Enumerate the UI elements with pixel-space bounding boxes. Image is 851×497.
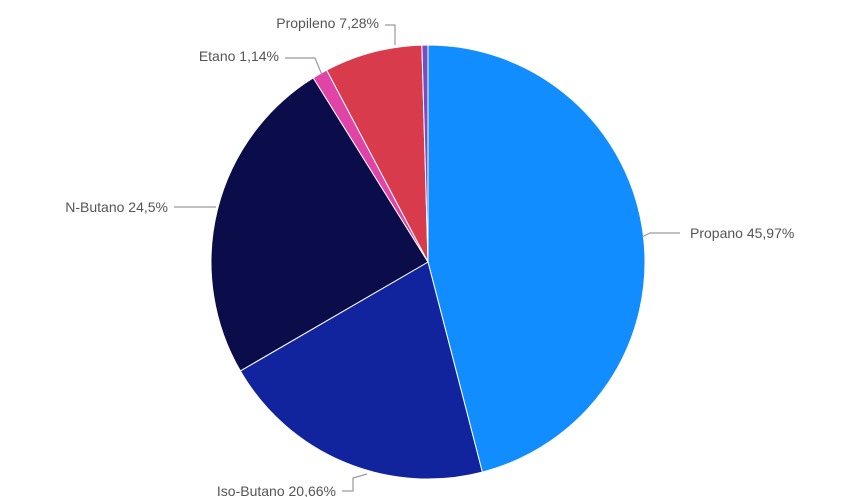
data-label: Etano 1,14%: [199, 48, 279, 64]
pie-labels: Propano 45,97% Iso-Butano 20,66% N-Butano …: [65, 15, 794, 497]
data-label: N-Butano 24,5%: [65, 199, 168, 215]
pie-slice-iso-butano[interactable]: [239, 261, 483, 480]
pie-slice-other[interactable]: [421, 44, 429, 263]
data-label: Propano 45,97%: [690, 225, 794, 241]
data-label: Iso-Butano 20,66%: [217, 483, 336, 497]
pie-slice-n-butano[interactable]: [210, 77, 429, 372]
leader-line: [385, 24, 396, 45]
leader-line: [342, 473, 368, 492]
pie-slice-propileno[interactable]: [326, 44, 429, 263]
pie-slice-propano[interactable]: [427, 44, 646, 473]
leader-line: [285, 57, 323, 76]
leader-line: [641, 232, 680, 238]
data-label: Propileno 7,28%: [276, 15, 379, 31]
pie-slices: [210, 44, 646, 480]
